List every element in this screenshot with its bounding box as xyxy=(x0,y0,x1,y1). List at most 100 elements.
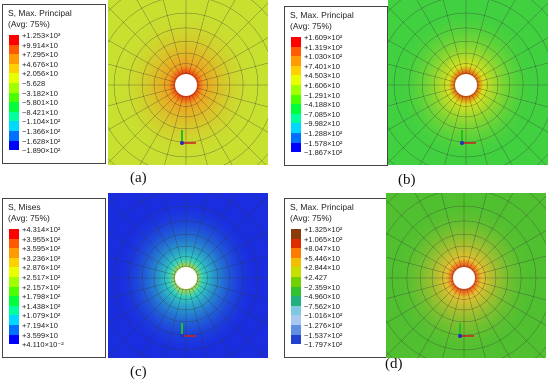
mesh-shape xyxy=(466,288,486,358)
mesh-shape xyxy=(193,285,267,358)
mesh-shape xyxy=(108,280,176,300)
legend-label: −7.562×10 xyxy=(304,301,340,311)
mesh-shape xyxy=(386,285,457,357)
mesh-shape xyxy=(475,90,548,133)
panel-label: (d) xyxy=(385,356,403,372)
legend-label: +3.955×10² xyxy=(22,234,61,244)
legend-label: +4.110×10⁻² xyxy=(22,340,64,350)
mesh-shape xyxy=(108,232,177,273)
mesh-shape xyxy=(386,283,455,324)
panel-label: (c) xyxy=(130,364,147,380)
legend: S, Max. Principal (Avg: 75%) +1.609×10² +1.… xyxy=(284,6,388,166)
color-swatch xyxy=(291,37,301,47)
mesh-shape xyxy=(458,334,462,338)
mesh-shape xyxy=(440,193,462,268)
mesh-shape xyxy=(196,87,268,108)
color-swatch xyxy=(291,296,301,306)
legend-label: +3.236×10² xyxy=(22,253,61,263)
color-swatch xyxy=(291,46,301,57)
mesh-shape xyxy=(136,0,181,76)
mesh-shape xyxy=(386,199,457,271)
legend-label: +5.446×10 xyxy=(304,253,340,263)
mesh-shape xyxy=(139,94,181,165)
color-swatch xyxy=(9,325,19,335)
legend: S, Max. Principal (Avg: 75%) +1.325×10² +1.… xyxy=(284,198,388,358)
mesh-shape xyxy=(193,195,268,271)
color-swatch xyxy=(291,85,301,95)
mesh-shape xyxy=(188,95,208,165)
color-swatch xyxy=(9,305,19,316)
legend-label: −1.867×10² xyxy=(304,148,343,158)
color-swatch xyxy=(9,229,19,239)
legend-label: −1.578×10² xyxy=(304,138,343,148)
mesh-shape xyxy=(474,255,546,276)
color-swatch xyxy=(9,35,19,45)
mesh-shape xyxy=(388,90,457,131)
legend-title: S, Max. Principal xyxy=(290,10,354,20)
mesh-shape xyxy=(195,283,268,326)
color-swatch xyxy=(9,257,19,268)
mesh-shape xyxy=(471,285,545,358)
legend-label: −4.960×10 xyxy=(304,292,340,302)
mesh-shape xyxy=(473,2,548,78)
mesh-shape xyxy=(444,95,464,165)
mesh xyxy=(108,0,268,165)
contour-plot xyxy=(108,0,268,165)
mesh-shape xyxy=(108,39,177,80)
mesh-shape xyxy=(136,193,181,269)
legend-label: −3.182×10 xyxy=(22,88,58,98)
legend-title: S, Max. Principal xyxy=(8,8,72,18)
legend-label: +1.438×10² xyxy=(22,301,61,311)
mesh-shape xyxy=(108,87,176,107)
mesh-shape xyxy=(453,267,475,289)
legend-title: S, Max. Principal xyxy=(290,202,354,212)
legend-label: −1.366×10² xyxy=(22,127,61,136)
mesh-shape xyxy=(468,95,488,165)
color-swatch xyxy=(9,121,19,131)
color-swatch xyxy=(9,277,19,287)
mesh-shape xyxy=(108,285,179,357)
mesh-shape xyxy=(471,195,546,271)
color-swatch xyxy=(9,83,19,93)
mesh-shape xyxy=(108,256,176,276)
legend-subtitle: (Avg: 75%) xyxy=(290,213,332,223)
mesh-shape xyxy=(108,6,179,78)
color-swatch xyxy=(291,94,301,105)
color-swatch xyxy=(9,238,19,249)
legend-label: +3.599×10 xyxy=(22,330,58,340)
legend-label: −1.291×10 xyxy=(304,90,340,100)
legend-label: +1.319×10² xyxy=(304,42,343,52)
color-swatch xyxy=(291,248,301,258)
color-swatch xyxy=(9,44,19,55)
mesh-shape xyxy=(195,230,268,273)
color-swatch xyxy=(9,73,19,83)
color-swatch xyxy=(9,111,19,122)
legend-label: +9.914×10 xyxy=(22,40,58,50)
legend-label: −1.104×10² xyxy=(22,117,61,127)
mesh-shape xyxy=(475,37,548,80)
panel-label: (b) xyxy=(398,172,416,188)
legend-label: −1.288×10² xyxy=(304,129,343,138)
legend-label: +1.609×10² xyxy=(304,33,343,42)
color-swatch xyxy=(291,65,301,76)
legend-label: −5.628 xyxy=(22,79,46,88)
legend-label: +7.295×10 xyxy=(22,50,58,60)
legend-label: −5.801×10 xyxy=(22,98,58,108)
mesh-shape xyxy=(162,0,184,75)
legend-label: −4.188×10 xyxy=(304,100,340,110)
mesh-shape xyxy=(196,255,268,276)
color-swatch xyxy=(291,267,301,277)
mesh xyxy=(388,0,548,165)
mesh-shape xyxy=(191,0,236,76)
mesh-shape xyxy=(388,92,459,164)
legend-label: −1.276×10² xyxy=(304,321,343,330)
color-swatch xyxy=(291,286,301,297)
mesh-shape xyxy=(108,63,176,83)
mesh-shape xyxy=(416,0,461,76)
mesh-shape xyxy=(476,87,548,108)
color-swatch xyxy=(9,102,19,112)
mesh-shape xyxy=(188,0,210,75)
mesh-shape xyxy=(466,193,488,268)
mesh-shape xyxy=(388,63,456,83)
